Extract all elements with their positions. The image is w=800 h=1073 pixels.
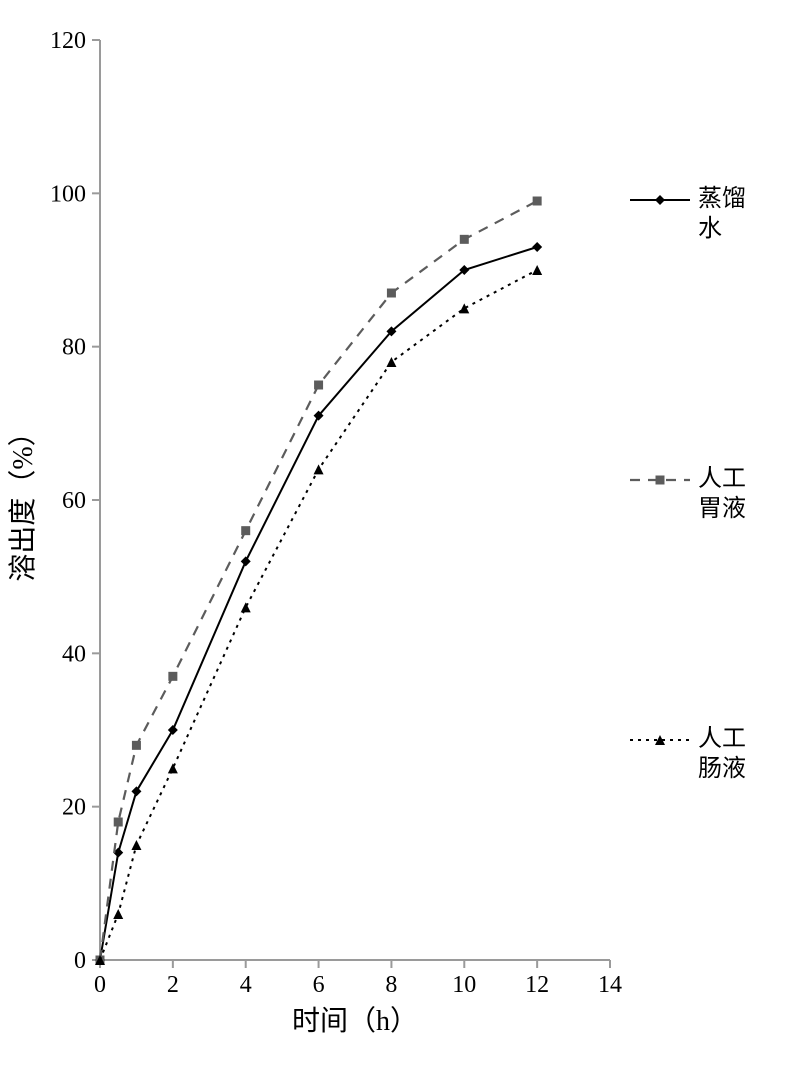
y-axis-label: 溶出度（%） (7, 418, 39, 581)
series-line-distilled (100, 247, 537, 960)
y-tick-label: 20 (62, 795, 86, 821)
marker-diamond (241, 556, 251, 566)
chart-svg: 0 20 40 60 80 100 120 0 2 4 6 8 10 12 14 时间（h） 溶出度（%） 蒸馏水… (0, 0, 800, 1073)
x-tick-label: 14 (598, 972, 622, 998)
marker-triangle (532, 265, 542, 275)
marker-triangle (241, 602, 251, 612)
legend-label-gastric: 胃液 (698, 495, 746, 522)
marker-square (132, 741, 141, 750)
x-tick-label: 4 (240, 972, 252, 998)
marker-square (314, 381, 323, 390)
marker-diamond (131, 786, 141, 796)
series-line-intestinal (100, 270, 537, 960)
y-tick-label: 40 (62, 641, 86, 667)
marker-square (533, 197, 542, 206)
y-tick-label: 100 (50, 181, 86, 207)
legend-label-distilled: 水 (698, 215, 722, 242)
marker-triangle (459, 303, 469, 313)
dissolution-chart: 0 20 40 60 80 100 120 0 2 4 6 8 10 12 14 时间（h） 溶出度（%） 蒸馏水… (0, 0, 800, 1073)
legend-label-intestinal: 肠液 (698, 755, 746, 782)
y-tick-label: 0 (74, 948, 86, 974)
marker-square (241, 526, 250, 535)
series-line-gastric (100, 201, 537, 960)
marker-triangle (131, 840, 141, 850)
y-tick-label: 120 (50, 28, 86, 54)
x-tick-label: 12 (525, 972, 549, 998)
marker-triangle (113, 909, 123, 919)
marker-diamond (655, 195, 665, 205)
legend-label-gastric: 人工 (698, 466, 746, 492)
marker-square (114, 818, 123, 827)
marker-square (168, 672, 177, 681)
x-axis-label: 时间（h） (292, 1005, 418, 1037)
marker-square (387, 289, 396, 298)
legend-label-distilled: 蒸馏 (698, 185, 746, 212)
marker-triangle (314, 464, 324, 474)
y-tick-label: 80 (62, 335, 86, 361)
x-tick-label: 2 (167, 972, 179, 998)
y-tick-label: 60 (62, 488, 86, 514)
x-tick-label: 0 (94, 972, 106, 998)
x-tick-label: 8 (385, 972, 397, 998)
x-tick-label: 6 (313, 972, 325, 998)
legend-label-intestinal: 人工 (698, 726, 746, 752)
marker-diamond (168, 725, 178, 735)
x-tick-label: 10 (452, 972, 476, 998)
marker-square (460, 235, 469, 244)
marker-diamond (532, 242, 542, 252)
marker-triangle (168, 763, 178, 773)
marker-square (656, 476, 665, 485)
